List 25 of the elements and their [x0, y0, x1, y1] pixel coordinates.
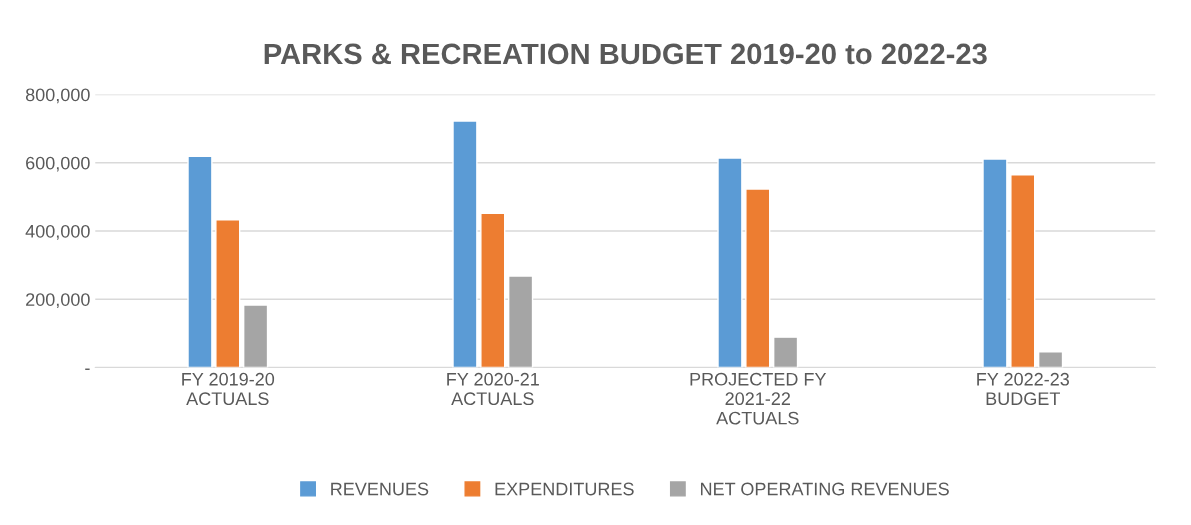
bar — [1010, 173, 1036, 368]
legend-label: REVENUES — [331, 482, 429, 496]
legend-label: NET OPERATING REVENUES — [701, 482, 949, 496]
y-tick-label: 800,000 — [25, 88, 90, 104]
bar — [717, 157, 743, 368]
bar — [480, 212, 506, 368]
bar — [215, 219, 241, 368]
y-tick-label: 600,000 — [26, 156, 90, 172]
x-tick-label: PROJECTED FY 2021-22 ACTUALS — [690, 372, 827, 425]
bar — [745, 188, 771, 368]
x-tick-label: FY 2020-21 ACTUALS — [447, 372, 539, 406]
x-tick-label: FY 2019-20 ACTUALS — [182, 372, 275, 406]
chart-title: PARKS & RECREATION BUDGET 2019-20 to 2022-23 — [264, 43, 987, 65]
bar — [982, 158, 1008, 368]
bar — [507, 275, 534, 368]
bar — [187, 155, 213, 368]
bar — [452, 120, 478, 368]
x-tick-label: FY 2022-23 BUDGET — [977, 372, 1069, 406]
bar — [772, 336, 799, 368]
y-tick-label: - — [85, 368, 90, 370]
y-tick-label: 400,000 — [25, 224, 90, 240]
bar — [242, 304, 269, 368]
y-tick-label: 200,000 — [26, 293, 90, 309]
bar — [1037, 351, 1064, 368]
legend-label: EXPENDITURES — [495, 482, 634, 496]
